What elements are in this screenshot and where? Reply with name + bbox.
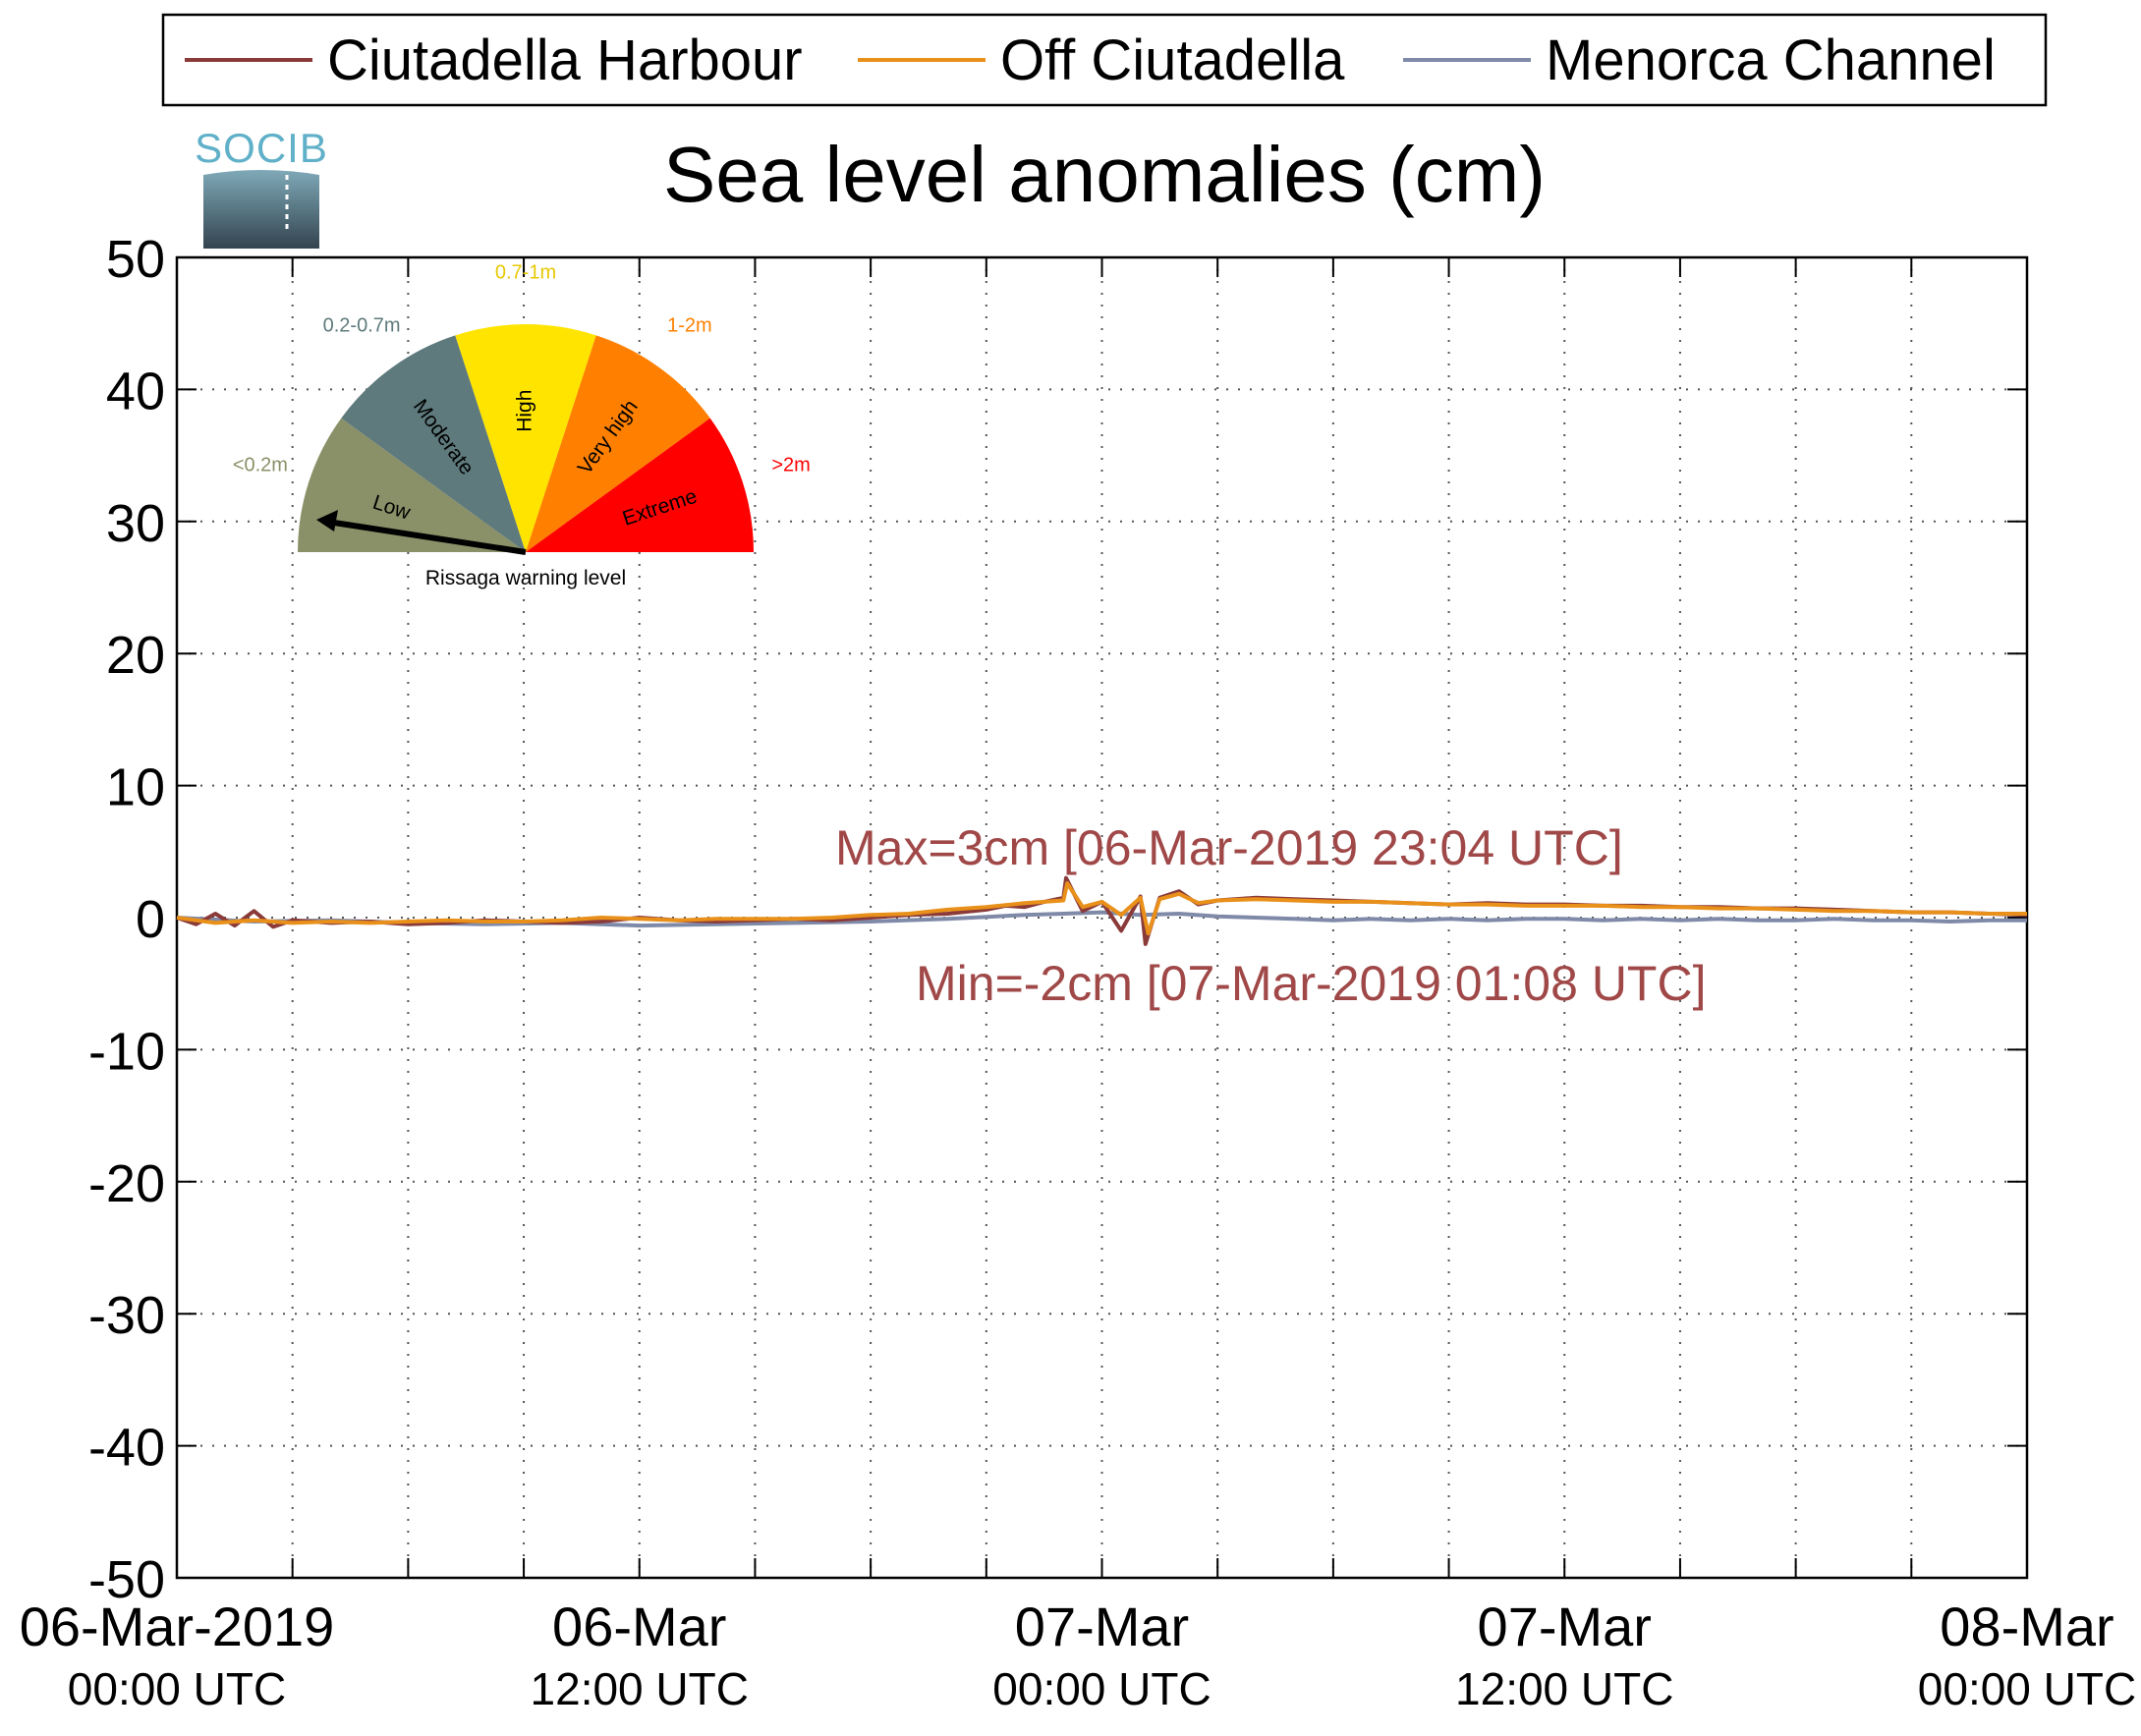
gauge-sectors <box>298 324 754 552</box>
chart-title: Sea level anomalies (cm) <box>663 131 1546 218</box>
x-tick-label-date: 07-Mar <box>1015 1596 1189 1657</box>
x-tick-label-date: 06-Mar-2019 <box>20 1596 335 1657</box>
y-tick-label: 30 <box>106 494 165 553</box>
logo-text: SOCIB <box>195 125 328 171</box>
x-tick-label-time: 12:00 UTC <box>1455 1663 1673 1714</box>
gauge-sector-extreme <box>526 418 754 552</box>
gauge-range-label: 0.2-0.7m <box>323 314 401 336</box>
gauge-sector-moderate <box>341 335 526 552</box>
y-tick-label: 40 <box>106 362 165 420</box>
x-axis-ticks: 06-Mar-2019 00:00 UTC 06-Mar 12:00 UTC 07-Ma… <box>20 257 2136 1714</box>
socib-logo: SOCIB <box>195 125 328 249</box>
x-tick-label-date: 06-Mar <box>552 1596 726 1657</box>
gauge-needle-head <box>316 510 338 532</box>
gauge-sector-low <box>298 418 526 552</box>
legend-frame <box>161 13 2048 107</box>
y-tick-label: 10 <box>106 758 165 817</box>
gauge-sector-label: High <box>514 390 536 432</box>
gauge-needle-shaft <box>333 520 527 555</box>
gauge-range-label: <0.2m <box>233 454 288 476</box>
x-tick-label-date: 08-Mar <box>1940 1596 2113 1657</box>
x-tick-label-time: 00:00 UTC <box>992 1663 1211 1714</box>
series-lines <box>176 875 2028 946</box>
x-tick-label-time: 12:00 UTC <box>531 1663 749 1714</box>
gauge-range-label: 0.7-1m <box>495 261 556 283</box>
gauge-range-label: 1-2m <box>667 314 712 336</box>
y-tick-label: -30 <box>88 1286 165 1345</box>
annotation-max: Max=3cm [06-Mar-2019 23:04 UTC] <box>835 820 1623 875</box>
y-tick-label: -40 <box>88 1419 165 1478</box>
y-tick-label: 0 <box>136 890 165 949</box>
x-tick-label-time: 00:00 UTC <box>68 1663 286 1714</box>
gauge-range-label: >2m <box>771 454 810 476</box>
logo-wave-block <box>203 170 319 249</box>
legend-label-menorca-channel: Menorca Channel <box>1546 28 1996 92</box>
y-tick-label: 50 <box>106 230 165 289</box>
legend: Ciutadella Harbour Off Ciutadella Menorc… <box>161 13 2048 107</box>
y-tick-label: -20 <box>88 1154 165 1213</box>
y-tick-label: -50 <box>88 1550 165 1609</box>
gauge-caption: Rissaga warning level <box>425 567 626 589</box>
gauge-sector-high <box>455 324 596 552</box>
gauge-sector-very-high <box>526 335 710 552</box>
x-tick-label-time: 00:00 UTC <box>1918 1663 2136 1714</box>
x-tick-label-date: 07-Mar <box>1478 1596 1652 1657</box>
series-line-off-ciutadella <box>176 881 2027 936</box>
legend-label-off-ciutadella: Off Ciutadella <box>1000 28 1345 92</box>
legend-label-ciutadella-harbour: Ciutadella Harbour <box>327 28 803 92</box>
gauge-needle <box>316 510 527 555</box>
annotation-min: Min=-2cm [07-Mar-2019 01:08 UTC] <box>916 956 1706 1011</box>
y-axis-ticks: 50 40 30 20 10 0 -10 -20 -30 -40 -50 <box>88 230 2027 1609</box>
y-tick-label: -10 <box>88 1022 165 1081</box>
series-line-menorca-channel <box>176 910 2027 928</box>
y-tick-label: 20 <box>106 626 165 685</box>
